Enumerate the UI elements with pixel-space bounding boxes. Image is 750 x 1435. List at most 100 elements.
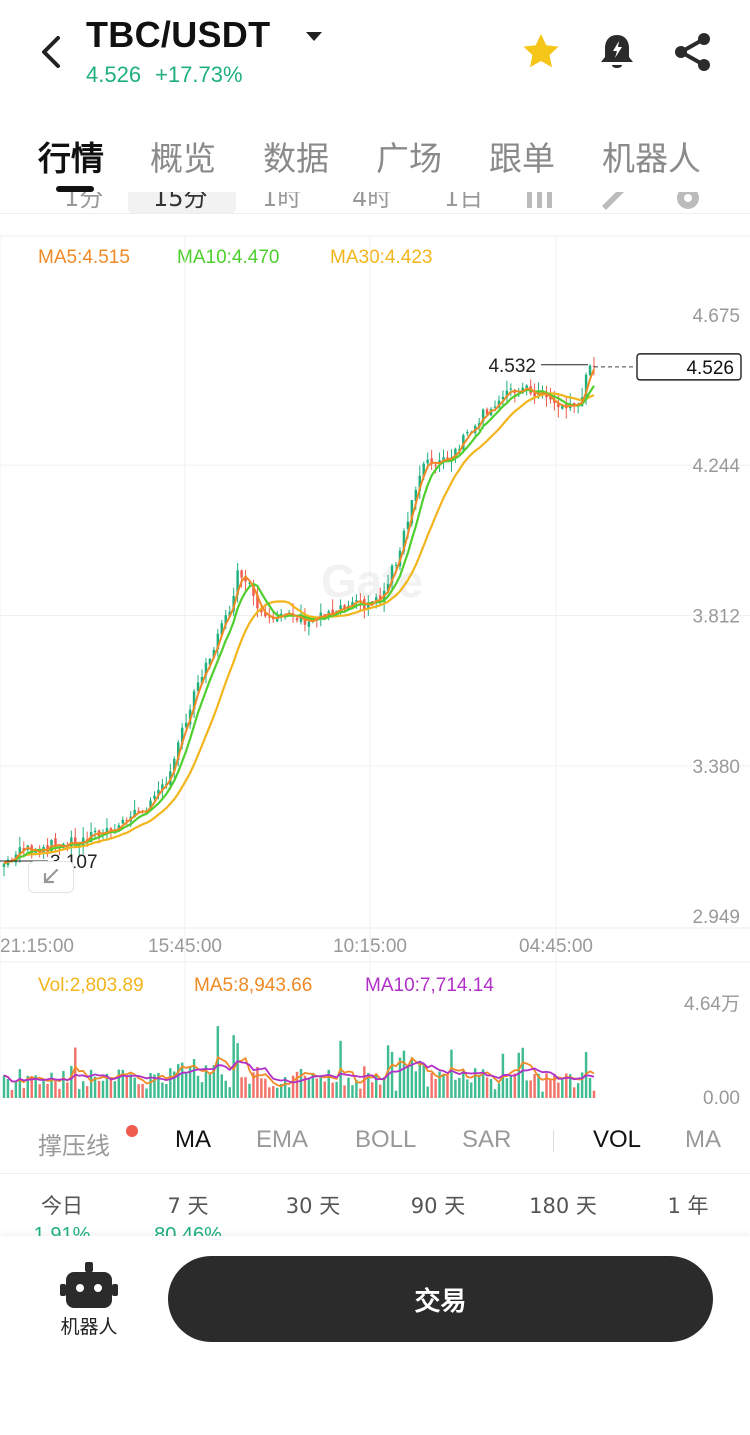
period-90d[interactable]: 90 天	[410, 1194, 466, 1218]
settings-icon[interactable]	[672, 192, 704, 214]
candle-body	[505, 390, 509, 398]
volume-bar	[374, 1074, 378, 1098]
bottom-action-bar: 机器人 交易	[0, 1236, 750, 1435]
volume-bar	[54, 1079, 57, 1098]
volume-bar	[62, 1071, 65, 1098]
robot-icon[interactable]	[52, 1258, 126, 1340]
volume-bar	[46, 1083, 49, 1098]
volume-bar	[390, 1051, 394, 1098]
volume-bar	[307, 1077, 311, 1098]
interval-4h[interactable]: 4时	[352, 192, 392, 212]
volume-bar	[410, 1057, 414, 1098]
back-arrow-icon[interactable]	[30, 30, 74, 74]
volume-bar	[572, 1087, 576, 1098]
candle-body	[240, 570, 243, 578]
indicator-sar[interactable]: SAR	[462, 1126, 512, 1153]
period-7d[interactable]: 7 天	[167, 1194, 209, 1218]
current-price-label: 4.526	[686, 358, 734, 379]
volume-bar	[125, 1076, 128, 1098]
volume-bar	[240, 1077, 243, 1098]
volume-bar	[216, 1026, 220, 1098]
candle-body	[212, 649, 216, 658]
volume-bar	[256, 1066, 259, 1098]
indicator-support-resistance[interactable]: 撑压线	[38, 1133, 110, 1160]
share-icon[interactable]	[671, 30, 715, 74]
volume-bar	[161, 1082, 164, 1098]
candle-body	[2, 863, 6, 868]
period-30d[interactable]: 30 天	[285, 1194, 341, 1218]
interval-1m[interactable]: 1分	[64, 192, 104, 212]
ma10-legend: MA10:4.470	[177, 247, 280, 268]
draw-tool-icon[interactable]	[598, 192, 630, 214]
volume-bar	[105, 1073, 109, 1098]
tab-square[interactable]: 广场	[376, 139, 442, 178]
collapse-arrow-icon	[43, 868, 59, 884]
volume-bar	[26, 1075, 29, 1098]
volume-bar	[398, 1057, 402, 1098]
candle-body	[256, 594, 259, 609]
period-180d[interactable]: 180 天	[529, 1194, 597, 1218]
robot-label[interactable]: 机器人	[60, 1316, 118, 1338]
volume-bar	[10, 1089, 14, 1098]
candle-body	[351, 602, 354, 606]
indicator-vol[interactable]: VOL	[593, 1126, 642, 1153]
volume-bar	[184, 1073, 188, 1098]
period-performance: 今日 7 天 30 天 90 天 180 天 1 年 1.91% 80.46%	[0, 1186, 750, 1236]
tab-copy-trade[interactable]: 跟单	[489, 139, 555, 178]
tab-overview[interactable]: 概览	[150, 139, 216, 178]
price-tick-label: 4.244	[692, 456, 740, 477]
volume-bar	[109, 1077, 113, 1098]
volume-bar	[335, 1081, 338, 1098]
chart-type-icon[interactable]	[524, 192, 556, 214]
alert-bell-icon[interactable]	[595, 30, 639, 74]
expand-chart-button[interactable]	[28, 861, 74, 893]
volume-bar	[58, 1088, 61, 1098]
volume-bar	[529, 1080, 532, 1098]
pair-title[interactable]: TBC/USDT	[86, 14, 271, 55]
indicator-ema[interactable]: EMA	[256, 1126, 309, 1153]
active-tab-indicator	[56, 186, 94, 192]
candle-body	[177, 742, 180, 760]
volume-bar	[462, 1070, 465, 1098]
volume-bar	[204, 1065, 208, 1098]
volume-bar	[303, 1075, 307, 1098]
volume-bar	[42, 1080, 45, 1098]
tab-market[interactable]: 行情	[38, 139, 104, 178]
indicator-boll[interactable]: BOLL	[355, 1126, 417, 1153]
volume-bar	[537, 1073, 540, 1098]
period-1y[interactable]: 1 年	[667, 1194, 709, 1218]
candle-body	[153, 795, 156, 799]
volume-bar	[14, 1081, 18, 1098]
volume-bar	[541, 1091, 544, 1098]
candle-body	[557, 402, 560, 408]
star-icon[interactable]	[519, 30, 563, 74]
candle-body	[485, 409, 489, 415]
candle-body	[192, 691, 196, 710]
indicator-ma[interactable]: MA	[175, 1126, 211, 1153]
time-tick-label: 04:45:00	[519, 936, 593, 957]
period-today[interactable]: 今日	[41, 1194, 83, 1218]
tab-data[interactable]: 数据	[263, 139, 329, 178]
candle-body	[462, 435, 465, 450]
volume-bar	[438, 1071, 441, 1098]
volume-bar	[485, 1077, 489, 1098]
trade-button[interactable]: 交易	[168, 1256, 713, 1342]
volume-bar	[34, 1075, 37, 1098]
interval-1d[interactable]: 1日	[444, 192, 484, 212]
tab-bot[interactable]: 机器人	[602, 139, 701, 178]
indicator-sub-ma[interactable]: MA	[685, 1126, 721, 1153]
price-tick-label: 4.675	[692, 306, 740, 327]
volume-bar	[367, 1072, 370, 1098]
dropdown-caret-icon[interactable]	[303, 25, 325, 47]
header: TBC/USDT 4.526 +17.73%	[0, 0, 750, 105]
interval-1h[interactable]: 1时	[262, 192, 302, 212]
interval-15m[interactable]: 15分	[153, 192, 208, 212]
candle-body	[501, 396, 505, 400]
candle-body	[390, 565, 394, 584]
volume-bar	[315, 1078, 319, 1098]
volume-bar	[378, 1084, 382, 1098]
volume-bar	[442, 1074, 445, 1098]
volume-bar	[220, 1074, 224, 1098]
last-price: 4.526	[86, 62, 142, 87]
